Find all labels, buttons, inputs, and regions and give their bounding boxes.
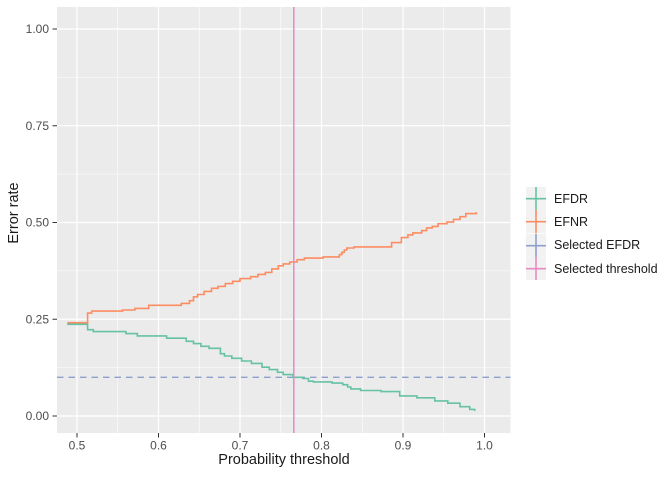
series-efdr [67,323,476,411]
legend-key-cross-icon [526,210,546,234]
legend-label: EFNR [554,214,589,229]
legend-key-cross-icon [526,233,546,257]
y-tick-label: 0.00 [26,409,50,423]
legend-entry-efdr: EFDR [526,187,658,211]
legend-entry-selected-threshold: Selected threshold [526,256,658,281]
legend-entry-selected-efdr: Selected EFDR [526,233,658,257]
x-tick-label: 0.8 [313,439,330,453]
y-tick-label: 0.75 [26,119,50,133]
x-tick-label: 0.7 [232,439,249,453]
y-axis-title: Error rate [6,182,22,244]
x-tick-label: 0.6 [150,439,167,453]
x-axis-title: Probability threshold [218,452,350,468]
legend-key-cross-icon [526,256,546,281]
legend: EFDR EFNR Selected EFDR Selected threshold [526,187,658,281]
legend-key-cross-icon [526,187,546,211]
legend-entry-efnr: EFNR [526,210,658,234]
y-tick-label: 0.50 [26,216,50,230]
series-efnr [67,212,478,324]
y-tick-label: 0.25 [26,312,50,326]
x-tick-label: 0.9 [395,439,412,453]
legend-label: EFDR [554,191,589,206]
legend-label: Selected threshold [554,261,658,276]
x-tick-label: 0.5 [69,439,86,453]
plot-panel [57,7,511,433]
x-tick-label: 1.0 [476,439,493,453]
y-tick-label: 1.00 [26,22,50,36]
legend-label: Selected EFDR [554,238,641,253]
